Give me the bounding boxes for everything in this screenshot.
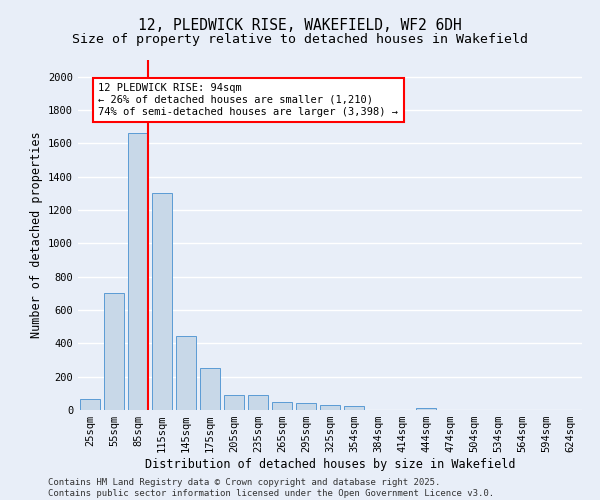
Bar bbox=[104, 294, 124, 410]
Text: 12, PLEDWICK RISE, WAKEFIELD, WF2 6DH: 12, PLEDWICK RISE, WAKEFIELD, WF2 6DH bbox=[138, 18, 462, 32]
Bar bbox=[128, 134, 148, 410]
Bar bbox=[416, 408, 436, 410]
Text: Contains HM Land Registry data © Crown copyright and database right 2025.
Contai: Contains HM Land Registry data © Crown c… bbox=[48, 478, 494, 498]
Text: Size of property relative to detached houses in Wakefield: Size of property relative to detached ho… bbox=[72, 32, 528, 46]
Bar bbox=[272, 402, 292, 410]
Bar bbox=[248, 395, 268, 410]
Bar bbox=[176, 336, 196, 410]
Bar bbox=[320, 406, 340, 410]
Y-axis label: Number of detached properties: Number of detached properties bbox=[29, 132, 43, 338]
Bar bbox=[224, 395, 244, 410]
Bar bbox=[344, 406, 364, 410]
Bar bbox=[80, 399, 100, 410]
X-axis label: Distribution of detached houses by size in Wakefield: Distribution of detached houses by size … bbox=[145, 458, 515, 471]
Bar bbox=[296, 404, 316, 410]
Text: 12 PLEDWICK RISE: 94sqm
← 26% of detached houses are smaller (1,210)
74% of semi: 12 PLEDWICK RISE: 94sqm ← 26% of detache… bbox=[98, 84, 398, 116]
Bar bbox=[200, 368, 220, 410]
Bar bbox=[152, 192, 172, 410]
